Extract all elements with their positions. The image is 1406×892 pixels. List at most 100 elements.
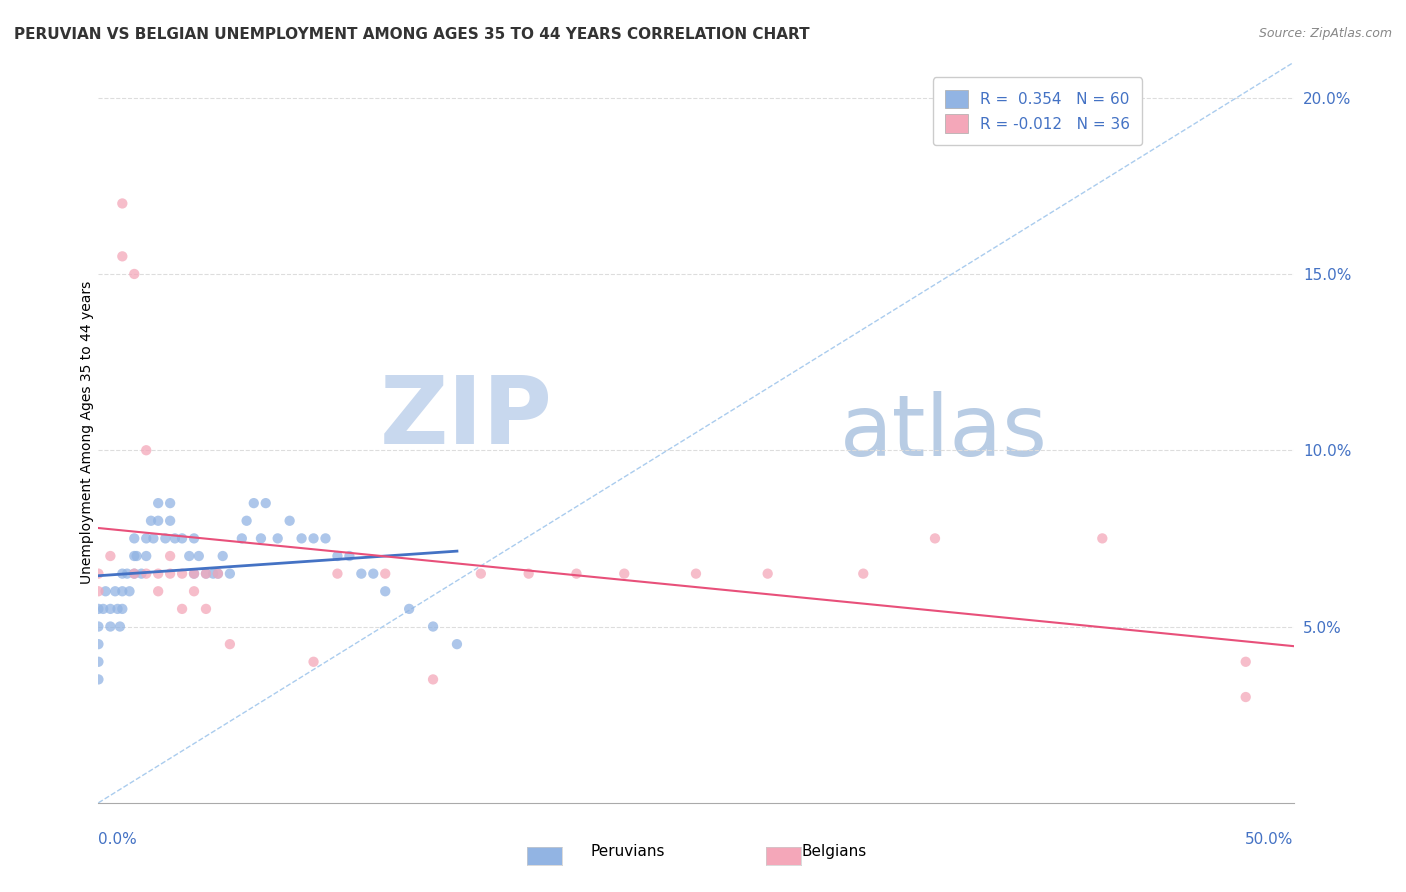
Point xyxy=(98,549,122,563)
Point xyxy=(172,532,194,546)
Point xyxy=(398,602,420,616)
Point xyxy=(91,602,114,616)
Text: atlas: atlas xyxy=(839,391,1047,475)
Point xyxy=(111,566,134,581)
Point xyxy=(135,532,157,546)
Point xyxy=(243,496,266,510)
Point xyxy=(924,532,946,546)
Text: Belgians: Belgians xyxy=(801,845,866,859)
Point xyxy=(94,584,117,599)
Point xyxy=(98,602,122,616)
Point xyxy=(148,584,170,599)
Point xyxy=(278,514,301,528)
Point xyxy=(363,566,385,581)
Point xyxy=(187,549,209,563)
Point xyxy=(118,584,141,599)
Text: 50.0%: 50.0% xyxy=(1246,832,1294,847)
Point xyxy=(326,566,349,581)
Point xyxy=(148,566,170,581)
Point xyxy=(125,549,148,563)
Point xyxy=(267,532,290,546)
Point xyxy=(517,566,540,581)
Point xyxy=(159,549,181,563)
Point xyxy=(135,443,157,458)
Point xyxy=(315,532,337,546)
Point xyxy=(148,496,170,510)
Point xyxy=(179,549,201,563)
Point xyxy=(302,532,325,546)
Point xyxy=(211,549,233,563)
Point xyxy=(374,566,396,581)
Point xyxy=(613,566,636,581)
Point xyxy=(183,566,205,581)
Point xyxy=(219,566,242,581)
Point xyxy=(104,584,127,599)
Point xyxy=(172,602,194,616)
Point xyxy=(374,584,396,599)
Point xyxy=(87,584,110,599)
Point xyxy=(87,673,110,687)
Point xyxy=(87,637,110,651)
Point xyxy=(565,566,588,581)
Point xyxy=(422,619,444,633)
Y-axis label: Unemployment Among Ages 35 to 44 years: Unemployment Among Ages 35 to 44 years xyxy=(80,281,94,584)
Point xyxy=(470,566,492,581)
Point xyxy=(111,602,134,616)
Point xyxy=(852,566,875,581)
Point xyxy=(111,249,134,263)
Point xyxy=(87,655,110,669)
Point xyxy=(131,566,153,581)
Text: Source: ZipAtlas.com: Source: ZipAtlas.com xyxy=(1258,27,1392,40)
Point xyxy=(148,514,170,528)
Legend: R =  0.354   N = 60, R = -0.012   N = 36: R = 0.354 N = 60, R = -0.012 N = 36 xyxy=(934,78,1143,145)
Point xyxy=(195,566,218,581)
Point xyxy=(235,514,257,528)
Point xyxy=(183,532,205,546)
Point xyxy=(207,566,229,581)
Point xyxy=(111,584,134,599)
Point xyxy=(250,532,273,546)
Point xyxy=(195,566,218,581)
Point xyxy=(326,549,349,563)
Point xyxy=(135,549,157,563)
Point xyxy=(98,619,122,633)
Point xyxy=(87,566,110,581)
Point xyxy=(108,619,131,633)
Point xyxy=(302,655,325,669)
Point xyxy=(183,566,205,581)
Point xyxy=(350,566,373,581)
Point xyxy=(1091,532,1114,546)
Point xyxy=(163,532,186,546)
Point xyxy=(291,532,314,546)
Point xyxy=(685,566,707,581)
Point xyxy=(87,619,110,633)
Point xyxy=(124,267,146,281)
Text: Peruvians: Peruvians xyxy=(591,845,665,859)
Point xyxy=(139,514,162,528)
Point xyxy=(107,602,129,616)
Point xyxy=(159,566,181,581)
Point xyxy=(115,566,138,581)
Text: 0.0%: 0.0% xyxy=(98,832,138,847)
Point xyxy=(135,566,157,581)
Point xyxy=(254,496,277,510)
Point xyxy=(422,673,444,687)
Point xyxy=(231,532,253,546)
Point xyxy=(756,566,779,581)
Point xyxy=(87,602,110,616)
Point xyxy=(124,566,146,581)
Point xyxy=(446,637,468,651)
Point xyxy=(183,584,205,599)
Point xyxy=(124,566,146,581)
Point xyxy=(202,566,225,581)
Point xyxy=(142,532,165,546)
Point xyxy=(155,532,177,546)
Text: PERUVIAN VS BELGIAN UNEMPLOYMENT AMONG AGES 35 TO 44 YEARS CORRELATION CHART: PERUVIAN VS BELGIAN UNEMPLOYMENT AMONG A… xyxy=(14,27,810,42)
Point xyxy=(172,566,194,581)
Point xyxy=(159,496,181,510)
Point xyxy=(219,637,242,651)
Point xyxy=(207,566,229,581)
Point xyxy=(195,602,218,616)
Point xyxy=(124,532,146,546)
Point xyxy=(339,549,361,563)
